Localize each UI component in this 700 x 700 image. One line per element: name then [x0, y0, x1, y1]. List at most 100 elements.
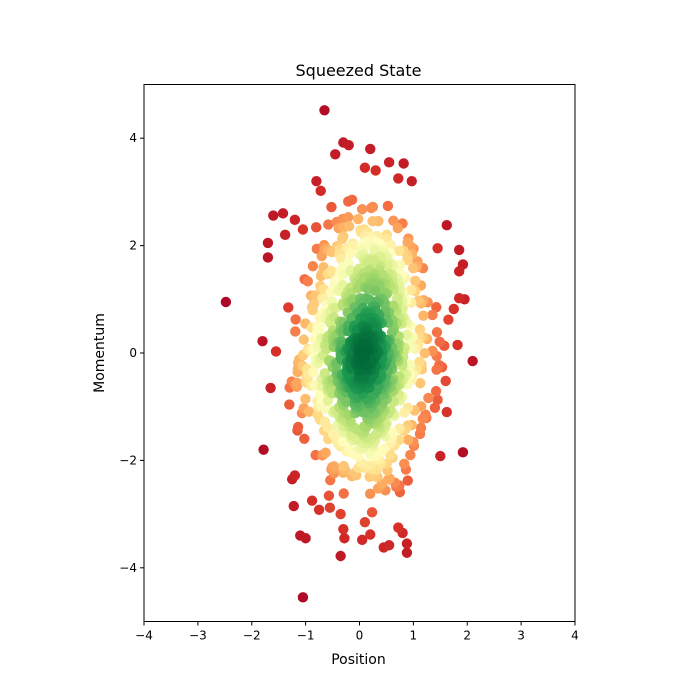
scatter-point: [257, 335, 268, 347]
y-tick-label: 2: [129, 239, 137, 253]
scatter-point: [401, 547, 413, 558]
x-tick-label: −1: [297, 629, 315, 643]
scatter-point: [401, 329, 412, 341]
scatter-point: [284, 399, 295, 410]
scatter-point: [435, 450, 446, 462]
scatter-point: [277, 208, 289, 219]
scatter-point: [310, 222, 322, 233]
scatter-point: [356, 204, 368, 215]
scatter-point: [430, 385, 442, 397]
scatter-point: [434, 336, 445, 347]
scatter-point: [325, 287, 336, 298]
scatter-point: [220, 296, 232, 308]
scatter-point: [265, 382, 276, 394]
scatter-point: [307, 260, 319, 272]
scatter-point: [402, 434, 414, 446]
scatter-points: [220, 105, 478, 603]
x-tick-label: 1: [410, 629, 418, 643]
scatter-point: [365, 529, 376, 540]
scatter-point: [414, 324, 426, 335]
scatter-point: [440, 375, 451, 387]
scatter-point: [394, 245, 405, 257]
scatter-point: [365, 143, 376, 155]
x-axis-label: Position: [331, 652, 386, 668]
scatter-point: [279, 229, 291, 241]
scatter-point: [407, 262, 419, 274]
scatter-point: [315, 185, 326, 197]
scatter-point: [417, 413, 428, 425]
scatter-point: [262, 252, 274, 263]
scatter-point: [337, 436, 349, 447]
scatter-point: [467, 355, 478, 367]
scatter-point: [335, 508, 346, 520]
scatter-point: [345, 248, 356, 259]
scatter-point: [393, 173, 404, 184]
scatter-point: [298, 334, 309, 345]
y-tick-label: 0: [129, 346, 137, 360]
scatter-point: [423, 392, 434, 404]
scatter-point: [431, 327, 443, 338]
scatter-point: [415, 422, 427, 434]
chart-title: Squeezed State: [296, 61, 422, 80]
scatter-point: [427, 309, 438, 321]
scatter-point: [364, 488, 376, 500]
scatter-point: [402, 237, 413, 248]
scatter-point: [365, 459, 376, 471]
y-axis-ticks: −4 −2 0 2 4: [119, 131, 144, 575]
scatter-point: [399, 407, 410, 418]
scatter-point: [326, 265, 337, 277]
scatter-point: [441, 219, 452, 231]
scatter-point: [342, 212, 354, 223]
scatter-point: [319, 416, 331, 427]
x-tick-label: 2: [463, 629, 471, 643]
y-tick-label: −2: [119, 453, 137, 467]
scatter-point: [258, 444, 269, 455]
scatter-point: [366, 507, 378, 518]
scatter-point: [319, 105, 330, 116]
scatter-point: [288, 500, 299, 512]
scatter-point: [457, 447, 469, 458]
x-axis-ticks: −4 −3 −2 −1 0 1 2 3 4: [135, 621, 579, 643]
scatter-point: [429, 402, 441, 413]
scatter-point: [375, 446, 387, 458]
scatter-point: [418, 310, 429, 321]
scatter-point: [289, 470, 301, 481]
scatter-point: [343, 196, 354, 207]
y-tick-label: −4: [119, 561, 137, 575]
scatter-point: [339, 533, 350, 544]
scatter-point: [303, 406, 315, 417]
scatter-point: [393, 522, 404, 533]
scatter-point: [443, 314, 454, 325]
scatter-point: [324, 502, 336, 513]
x-tick-label: 3: [517, 629, 525, 643]
scatter-point: [401, 538, 413, 549]
scatter-point: [431, 302, 442, 313]
scatter-point: [399, 458, 410, 470]
x-tick-label: −4: [135, 629, 153, 643]
scatter-point: [292, 421, 304, 433]
x-tick-label: −3: [189, 629, 207, 643]
scatter-point: [383, 157, 395, 168]
scatter-point: [335, 550, 346, 562]
scatter-point: [452, 339, 463, 351]
scatter-point: [270, 346, 282, 357]
x-tick-label: −2: [243, 629, 261, 643]
scatter-point: [382, 200, 394, 212]
scatter-point: [359, 162, 371, 173]
scatter-point: [313, 504, 325, 515]
scatter-point: [268, 210, 279, 221]
scatter-point: [292, 377, 303, 389]
scatter-point: [432, 394, 443, 406]
scatter-point: [406, 175, 417, 187]
scatter-point: [328, 461, 340, 472]
scatter-point: [383, 540, 395, 551]
scatter-point: [352, 213, 364, 225]
scatter-point: [415, 378, 426, 389]
scatter-point: [432, 243, 443, 254]
scatter-point: [306, 495, 318, 506]
scatter-point: [297, 592, 309, 603]
y-tick-label: 4: [129, 131, 137, 145]
scatter-point: [326, 201, 337, 213]
scatter-point: [320, 447, 331, 458]
scatter-point: [311, 175, 322, 187]
